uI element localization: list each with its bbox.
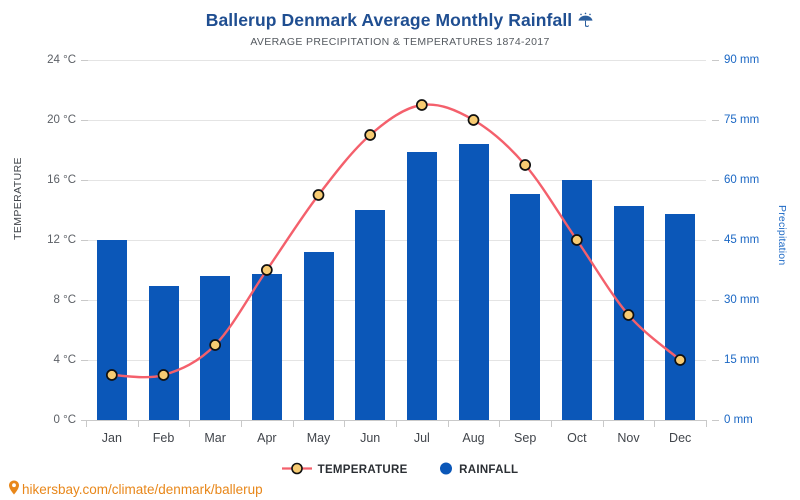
x-axis-label: Dec xyxy=(669,431,692,445)
x-axis-label: Apr xyxy=(257,431,277,445)
tick-mark xyxy=(712,360,719,361)
x-tick-mark xyxy=(344,420,346,427)
gridline xyxy=(86,180,706,181)
rainfall-bar[interactable] xyxy=(406,152,437,420)
x-tick-mark xyxy=(189,420,191,427)
tick-mark xyxy=(712,420,719,421)
x-axis-label: Aug xyxy=(462,431,485,445)
source-link-text: hikersbay.com/climate/denmark/ballerup xyxy=(22,481,263,497)
location-pin-icon xyxy=(8,480,20,498)
x-tick-mark xyxy=(86,420,87,427)
rainfall-bar[interactable] xyxy=(251,274,282,420)
y-tick-left: 20 °C xyxy=(47,114,88,126)
chart-title-text: Ballerup Denmark Average Monthly Rainfal… xyxy=(205,10,573,30)
x-tick-mark xyxy=(396,420,397,427)
x-axis-label: Feb xyxy=(152,431,175,445)
page-title: Ballerup Denmark Average Monthly Rainfal… xyxy=(0,10,800,34)
tick-mark xyxy=(712,240,719,241)
x-tick-mark xyxy=(551,420,552,427)
x-tick-mark xyxy=(241,420,242,427)
x-axis-label: Sep xyxy=(514,431,537,445)
x-axis-label: Oct xyxy=(567,431,587,445)
rainfall-bar[interactable] xyxy=(561,180,592,420)
rainfall-bar[interactable] xyxy=(148,286,179,420)
rainfall-bar[interactable] xyxy=(665,214,696,420)
legend-item-rainfall[interactable]: RAINFALL xyxy=(439,462,518,478)
y-tick-left: 8 °C xyxy=(54,294,88,306)
y-tick-right: 60 mm xyxy=(712,174,759,186)
y-tick-right: 15 mm xyxy=(712,354,759,366)
x-tick-mark xyxy=(137,420,139,427)
tick-mark xyxy=(81,60,88,61)
y-tick-left: 12 °C xyxy=(47,234,88,246)
x-tick-mark xyxy=(654,420,656,427)
x-tick-mark xyxy=(292,420,294,427)
tick-mark xyxy=(81,180,88,181)
tick-mark xyxy=(81,360,88,361)
temperature-marker-icon xyxy=(281,462,312,478)
x-axis-label: Nov xyxy=(617,431,640,445)
y-axis-right-title: Precipitation xyxy=(776,205,788,266)
rainfall-marker-icon xyxy=(439,462,453,478)
tick-mark xyxy=(81,240,88,241)
x-tick-mark xyxy=(706,420,707,427)
y-tick-left: 16 °C xyxy=(47,174,88,186)
rainfall-bar[interactable] xyxy=(458,144,489,420)
umbrella-rain-icon xyxy=(577,12,594,34)
x-axis-label: Jan xyxy=(101,431,122,445)
y-tick-right: 45 mm xyxy=(712,234,759,246)
tick-mark xyxy=(712,180,719,181)
gridline xyxy=(86,120,706,121)
x-tick-mark xyxy=(499,420,501,427)
tick-mark xyxy=(81,420,88,421)
y-axis-left-title: TEMPERATURE xyxy=(12,157,24,240)
rainfall-bar[interactable] xyxy=(96,240,127,420)
rainfall-bar[interactable] xyxy=(613,206,644,420)
tick-mark xyxy=(712,300,719,301)
x-axis-label: Jun xyxy=(360,431,381,445)
y-tick-right: 30 mm xyxy=(712,294,759,306)
y-tick-right: 90 mm xyxy=(712,54,759,66)
tick-mark xyxy=(712,120,719,121)
y-tick-left: 24 °C xyxy=(47,54,88,66)
x-axis-label: May xyxy=(306,431,331,445)
legend-label-temperature: TEMPERATURE xyxy=(317,463,408,476)
y-tick-right: 0 mm xyxy=(712,414,753,426)
chart-legend: TEMPERATURE RAINFALL xyxy=(0,462,800,478)
source-link[interactable]: hikersbay.com/climate/denmark/ballerup xyxy=(8,480,263,498)
rainfall-bar[interactable] xyxy=(303,252,334,420)
x-axis-label: Mar xyxy=(204,431,226,445)
tick-mark xyxy=(712,60,719,61)
y-tick-left: 0 °C xyxy=(54,414,88,426)
legend-label-rainfall: RAINFALL xyxy=(459,463,519,476)
y-tick-left: 4 °C xyxy=(54,354,88,366)
tick-mark xyxy=(81,300,88,301)
chart-subtitle: AVERAGE PRECIPITATION & TEMPERATURES 187… xyxy=(250,36,550,48)
x-axis-label: Jul xyxy=(413,431,430,445)
y-tick-right: 75 mm xyxy=(712,114,759,126)
x-tick-mark xyxy=(602,420,604,427)
x-tick-mark xyxy=(447,420,449,427)
gridline xyxy=(86,60,706,61)
tick-mark xyxy=(81,120,88,121)
rainfall-bar[interactable] xyxy=(510,194,541,420)
legend-item-temperature[interactable]: TEMPERATURE xyxy=(281,462,408,478)
rainfall-bar[interactable] xyxy=(200,276,231,420)
rainfall-bar[interactable] xyxy=(355,210,386,420)
